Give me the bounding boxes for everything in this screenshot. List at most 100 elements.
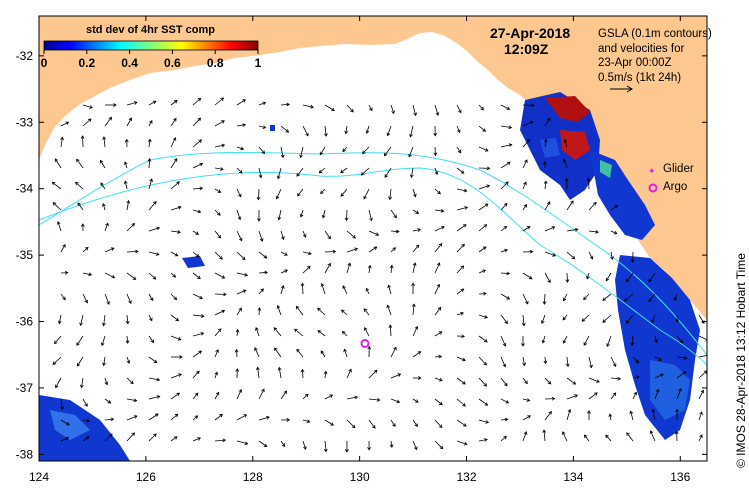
credit-text: © IMOS 28-Apr-2018 13:12 Hobart Time: [734, 253, 748, 468]
velocity-arrow: [390, 104, 395, 114]
velocity-arrow-head: [547, 279, 551, 284]
velocity-arrow-head: [562, 431, 566, 435]
velocity-arrow-head: [397, 373, 402, 377]
velocity-arrow-head: [342, 148, 346, 153]
velocity-arrow-head: [110, 247, 115, 251]
velocity-arrow-head: [286, 418, 291, 422]
velocity-arrow-head: [458, 109, 462, 114]
velocity-arrow: [434, 398, 443, 405]
velocity-arrow: [478, 419, 489, 423]
velocity-arrow-head: [153, 433, 157, 438]
velocity-arrow: [544, 293, 546, 305]
velocity-arrow: [412, 440, 418, 450]
velocity-arrow-head: [415, 210, 420, 214]
velocity-arrow-head: [541, 320, 545, 325]
velocity-arrow: [588, 251, 593, 260]
velocity-arrow-head: [125, 320, 130, 325]
velocity-arrow: [632, 376, 640, 379]
velocity-arrow-head: [320, 282, 325, 287]
velocity-arrow: [295, 306, 304, 316]
velocity-arrow-head: [673, 297, 678, 302]
velocity-arrow: [126, 101, 138, 106]
velocity-arrow: [478, 356, 487, 366]
velocity-arrow-head: [435, 112, 440, 116]
velocity-arrow: [126, 335, 129, 344]
velocity-arrow-head: [363, 308, 368, 312]
gsla-note-line2: and velocities for: [598, 42, 685, 55]
velocity-arrow: [368, 265, 371, 274]
velocity-arrow-head: [149, 297, 154, 302]
velocity-arrow: [566, 228, 578, 232]
velocity-arrow: [412, 262, 416, 274]
velocity-arrow: [478, 269, 486, 274]
velocity-arrow-head: [327, 235, 331, 240]
lat-tick-label: -36: [16, 315, 34, 329]
colorbar-title: std dev of 4hr SST comp: [86, 24, 215, 36]
velocity-arrow-head: [200, 314, 205, 318]
velocity-arrow-head: [174, 413, 179, 418]
velocity-arrow: [562, 314, 568, 321]
velocity-arrow: [390, 398, 400, 403]
velocity-arrow: [478, 439, 488, 442]
velocity-arrow: [522, 431, 527, 442]
velocity-arrow-head: [586, 177, 591, 181]
velocity-arrow-head: [463, 423, 467, 427]
velocity-arrow: [324, 263, 331, 274]
velocity-arrow: [412, 326, 418, 337]
velocity-arrow-head: [482, 246, 487, 250]
velocity-arrow-head: [260, 288, 264, 292]
velocity-arrow-head: [296, 173, 300, 177]
velocity-arrow-head: [506, 106, 511, 110]
velocity-arrow-head: [264, 270, 269, 275]
velocity-arrow-head: [173, 100, 178, 104]
velocity-arrow: [676, 356, 687, 359]
velocity-arrow-head: [392, 247, 396, 251]
velocity-arrow: [257, 367, 260, 379]
velocity-arrow-head: [504, 320, 508, 325]
velocity-arrow: [544, 226, 555, 232]
velocity-arrow: [322, 209, 326, 218]
velocity-arrow: [170, 272, 176, 278]
header-date: 27-Apr-2018: [490, 25, 571, 41]
velocity-arrow-head: [526, 226, 531, 230]
velocity-arrow-head: [391, 110, 395, 115]
velocity-arrow-head: [369, 107, 373, 112]
velocity-arrow-head: [678, 387, 682, 392]
velocity-arrow-head: [636, 375, 640, 380]
velocity-arrow-head: [54, 158, 59, 162]
velocity-arrow: [255, 327, 260, 337]
velocity-arrow-head: [221, 309, 226, 314]
velocity-arrow: [500, 356, 506, 367]
velocity-arrow: [317, 307, 326, 316]
velocity-arrow-head: [156, 377, 161, 382]
velocity-arrow: [170, 251, 178, 257]
velocity-arrow: [412, 419, 418, 427]
velocity-arrow: [522, 398, 530, 401]
velocity-arrow-head: [53, 340, 58, 345]
velocity-arrow-head: [275, 195, 280, 200]
velocity-arrow-head: [529, 249, 534, 254]
velocity-arrow-head: [198, 139, 202, 143]
velocity-arrow: [300, 209, 304, 218]
velocity-arrow: [543, 429, 546, 442]
velocity-arrow: [500, 398, 509, 404]
velocity-arrow-head: [583, 434, 588, 439]
velocity-arrow: [583, 293, 590, 300]
velocity-arrow: [273, 327, 282, 337]
velocity-arrow: [563, 335, 568, 344]
velocity-arrow: [148, 201, 157, 211]
velocity-arrow-head: [51, 181, 56, 186]
velocity-arrow-head: [414, 423, 418, 428]
velocity-arrow-head: [483, 291, 487, 296]
velocity-arrow: [324, 104, 335, 111]
velocity-arrow: [456, 244, 465, 253]
velocity-arrow-head: [651, 408, 656, 413]
velocity-arrow: [456, 188, 467, 192]
velocity-arrow: [101, 335, 106, 346]
velocity-arrow-head: [102, 202, 106, 207]
velocity-arrow-head: [107, 400, 112, 404]
velocity-arrow: [60, 437, 69, 442]
velocity-arrow: [478, 335, 488, 343]
velocity-arrow-head: [199, 295, 204, 300]
velocity-arrow: [698, 355, 707, 358]
